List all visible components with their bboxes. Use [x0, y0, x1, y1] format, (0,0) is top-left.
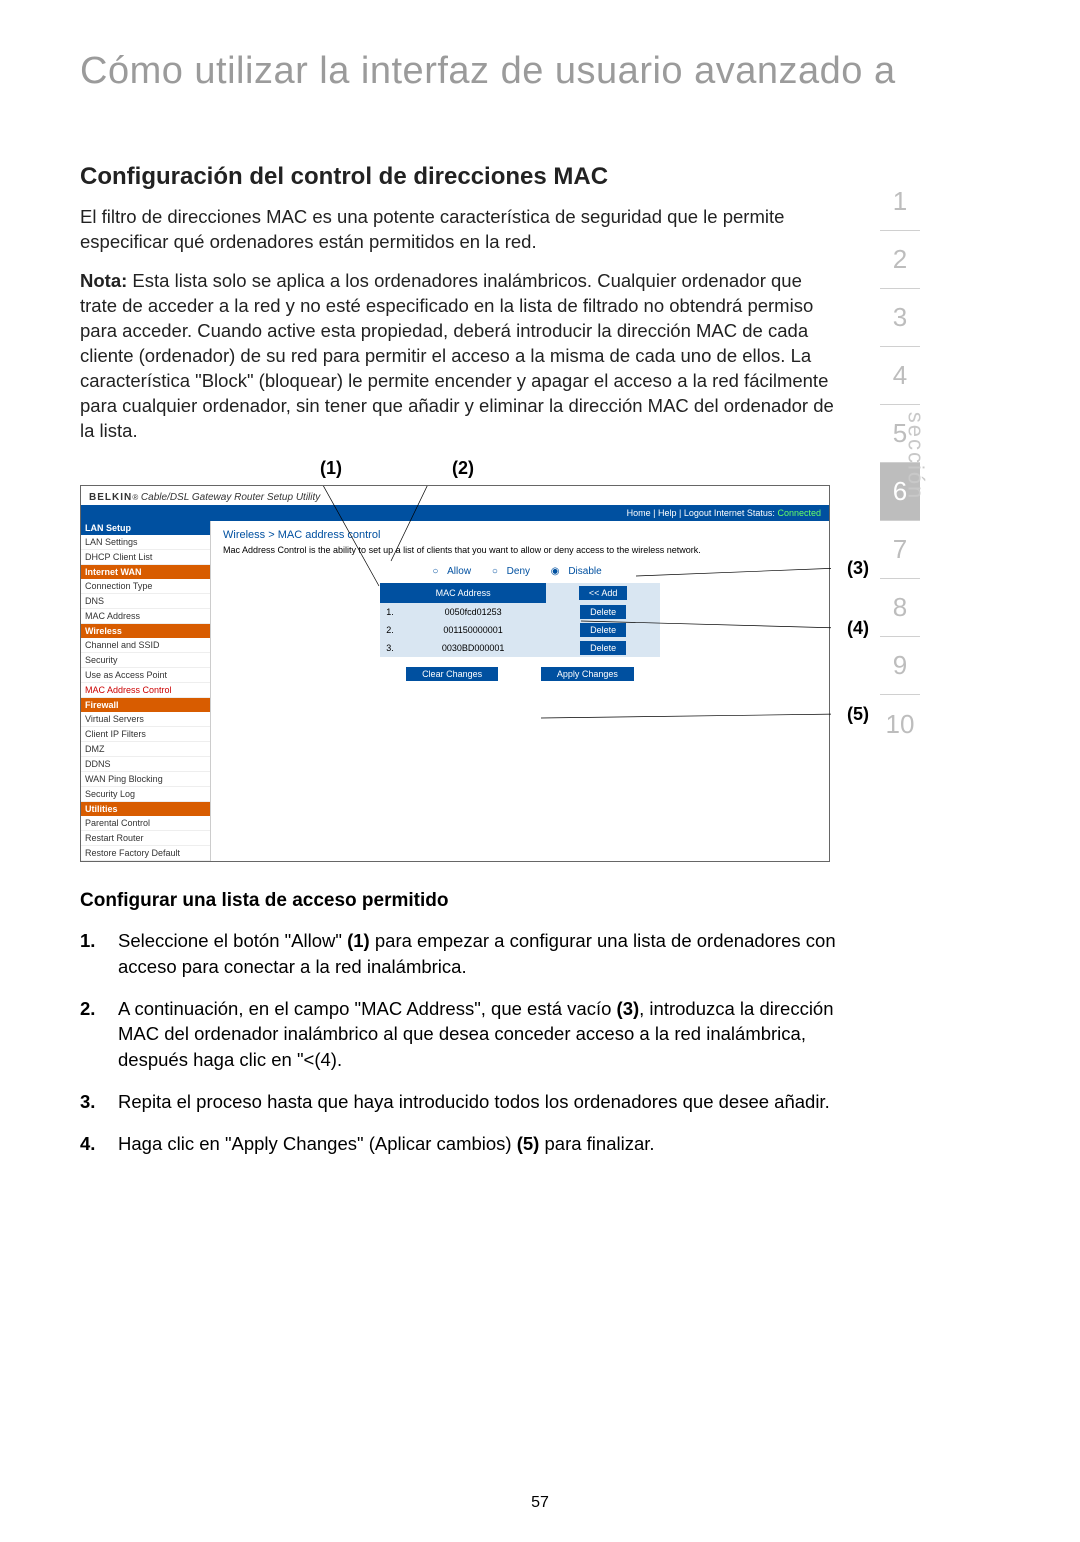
- nav-dns[interactable]: DNS: [81, 594, 210, 609]
- delete-button[interactable]: Delete: [580, 623, 626, 637]
- router-topbar: Home | Help | Logout Internet Status: Co…: [81, 505, 829, 521]
- steps-list: Seleccione el botón "Allow" (1) para emp…: [80, 928, 840, 1157]
- note-text: Esta lista solo se aplica a los ordenado…: [80, 270, 834, 441]
- section-num-3[interactable]: 3: [880, 289, 920, 347]
- delete-button[interactable]: Delete: [580, 605, 626, 619]
- delete-button[interactable]: Delete: [580, 641, 626, 655]
- nav-mac-address-control[interactable]: MAC Address Control: [81, 683, 210, 698]
- callout-2: (2): [452, 458, 474, 479]
- section-num-9[interactable]: 9: [880, 637, 920, 695]
- radio-row[interactable]: ○ Allow ○ Deny ◉ Disable: [223, 566, 817, 577]
- clear-button[interactable]: Clear Changes: [406, 667, 498, 681]
- nav-connection-type[interactable]: Connection Type: [81, 579, 210, 594]
- page-number: 57: [531, 1494, 549, 1512]
- router-description: Mac Address Control is the ability to se…: [223, 545, 817, 557]
- nav-restart-router[interactable]: Restart Router: [81, 831, 210, 846]
- mac-table: MAC Address<< Add 1.0050fcd01253Delete2.…: [380, 583, 660, 657]
- nav-internet-wan: Internet WAN: [81, 565, 210, 579]
- section-num-4[interactable]: 4: [880, 347, 920, 405]
- section-num-10[interactable]: 10: [880, 695, 920, 753]
- callout-1: (1): [320, 458, 342, 479]
- nav-security-log[interactable]: Security Log: [81, 787, 210, 802]
- intro-paragraph: El filtro de direcciones MAC es una pote…: [80, 205, 840, 255]
- router-nav: LAN SetupLAN SettingsDHCP Client ListInt…: [81, 521, 211, 861]
- section-heading: Configuración del control de direcciones…: [80, 163, 840, 191]
- step-item: Seleccione el botón "Allow" (1) para emp…: [80, 928, 840, 980]
- nav-security[interactable]: Security: [81, 653, 210, 668]
- section-num-7[interactable]: 7: [880, 521, 920, 579]
- step-item: Haga clic en "Apply Changes" (Aplicar ca…: [80, 1131, 840, 1157]
- nav-channel-and-ssid[interactable]: Channel and SSID: [81, 638, 210, 653]
- apply-button[interactable]: Apply Changes: [541, 667, 634, 681]
- nav-restore-factory-default[interactable]: Restore Factory Default: [81, 846, 210, 861]
- nav-firewall: Firewall: [81, 698, 210, 712]
- section-num-1[interactable]: 1: [880, 173, 920, 231]
- section-label: sección: [903, 412, 929, 501]
- section-num-2[interactable]: 2: [880, 231, 920, 289]
- breadcrumb: Wireless > MAC address control: [223, 529, 817, 541]
- router-header: BELKIN® Cable/DSL Gateway Router Setup U…: [81, 486, 829, 505]
- note-paragraph: Nota: Esta lista solo se aplica a los or…: [80, 269, 840, 444]
- nav-client-ip-filters[interactable]: Client IP Filters: [81, 727, 210, 742]
- subsection-heading: Configurar una lista de acceso permitido: [80, 890, 840, 912]
- callout-4: (4): [847, 618, 869, 639]
- note-label: Nota:: [80, 270, 127, 291]
- add-button[interactable]: << Add: [579, 586, 628, 600]
- callout-3: (3): [847, 558, 869, 579]
- page-title: Cómo utilizar la interfaz de usuario ava…: [80, 50, 1020, 93]
- nav-dmz[interactable]: DMZ: [81, 742, 210, 757]
- step-item: Repita el proceso hasta que haya introdu…: [80, 1089, 840, 1115]
- step-item: A continuación, en el campo "MAC Address…: [80, 996, 840, 1074]
- section-num-8[interactable]: 8: [880, 579, 920, 637]
- nav-lan-setup: LAN Setup: [81, 521, 210, 535]
- nav-wan-ping-blocking[interactable]: WAN Ping Blocking: [81, 772, 210, 787]
- nav-utilities: Utilities: [81, 802, 210, 816]
- callout-5: (5): [847, 704, 869, 725]
- nav-lan-settings[interactable]: LAN Settings: [81, 535, 210, 550]
- nav-wireless: Wireless: [81, 624, 210, 638]
- nav-dhcp-client-list[interactable]: DHCP Client List: [81, 550, 210, 565]
- nav-use-as-access-point[interactable]: Use as Access Point: [81, 668, 210, 683]
- nav-mac-address[interactable]: MAC Address: [81, 609, 210, 624]
- nav-ddns[interactable]: DDNS: [81, 757, 210, 772]
- nav-virtual-servers[interactable]: Virtual Servers: [81, 712, 210, 727]
- nav-parental-control[interactable]: Parental Control: [81, 816, 210, 831]
- router-screenshot: (3) (4) (5) BELKIN® Cable/DSL Gateway Ro…: [80, 485, 830, 862]
